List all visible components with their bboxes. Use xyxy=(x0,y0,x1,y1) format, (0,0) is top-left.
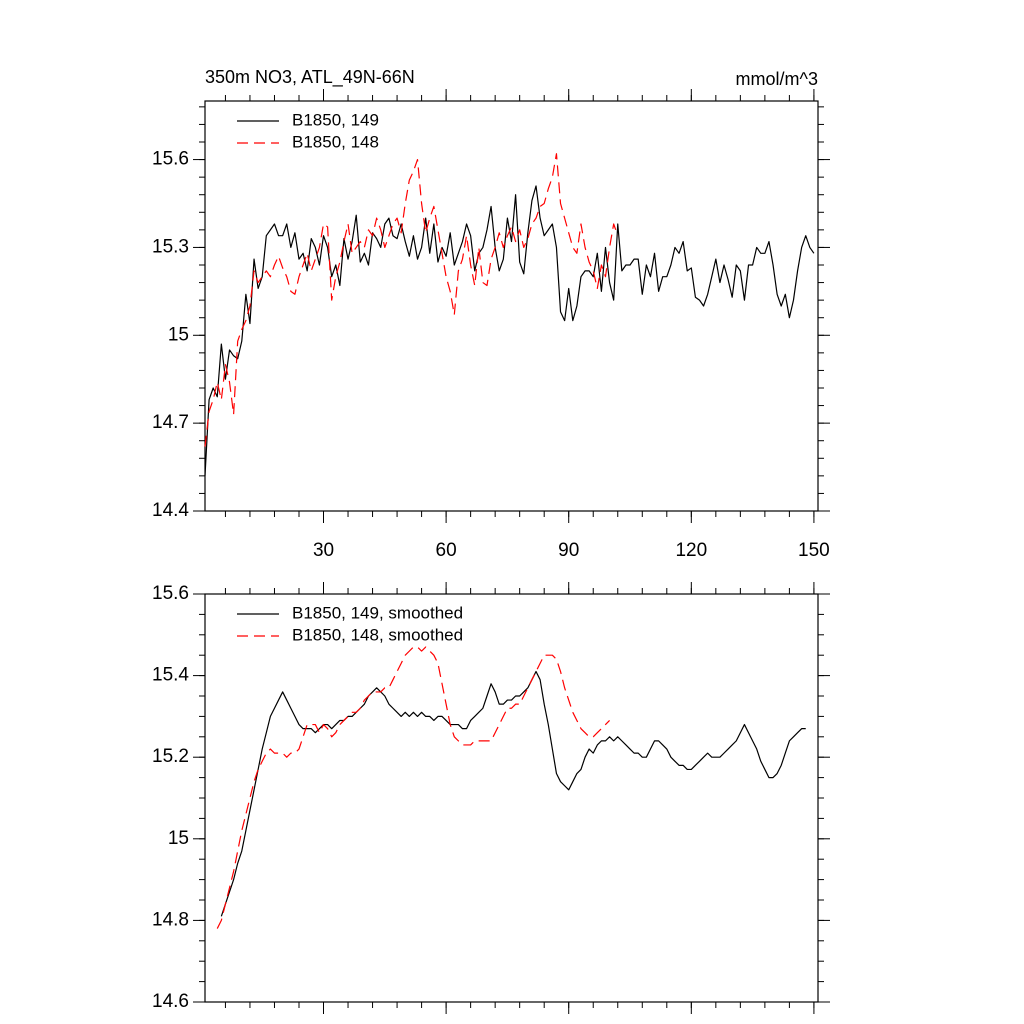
chart-title: 350m NO3, ATL_49N-66N xyxy=(205,67,415,88)
series-line xyxy=(220,670,806,917)
x-tick-label: 60 xyxy=(436,540,457,561)
y-tick-label: 15 xyxy=(168,324,189,345)
y-tick-label: 14.6 xyxy=(152,991,189,1012)
plot-frame xyxy=(204,100,819,512)
x-tick-label: 150 xyxy=(798,540,830,561)
y-tick-label: 15 xyxy=(168,828,189,849)
units-label: mmol/m^3 xyxy=(736,69,818,89)
y-tick-label: 14.4 xyxy=(152,500,189,521)
x-tick-label: 30 xyxy=(313,540,334,561)
legend-label: B1850, 148 xyxy=(292,132,379,151)
x-tick-label: 90 xyxy=(558,540,579,561)
y-tick-label: 14.8 xyxy=(152,909,189,930)
series-line xyxy=(204,185,815,476)
plot-frame xyxy=(204,593,819,1003)
legend-label: B1850, 149 xyxy=(292,110,379,129)
y-tick-label: 14.7 xyxy=(152,412,189,433)
y-tick-label: 15.6 xyxy=(152,149,189,170)
series-line xyxy=(204,153,619,447)
y-tick-label: 15.3 xyxy=(152,236,189,257)
legend-label: B1850, 149, smoothed xyxy=(292,603,463,622)
y-tick-label: 15.2 xyxy=(152,746,189,767)
x-tick-label: 120 xyxy=(675,540,707,561)
y-tick-label: 15.6 xyxy=(152,583,189,604)
legend-label: B1850, 148, smoothed xyxy=(292,625,463,644)
y-tick-label: 15.4 xyxy=(152,665,189,686)
series-line xyxy=(216,646,611,929)
